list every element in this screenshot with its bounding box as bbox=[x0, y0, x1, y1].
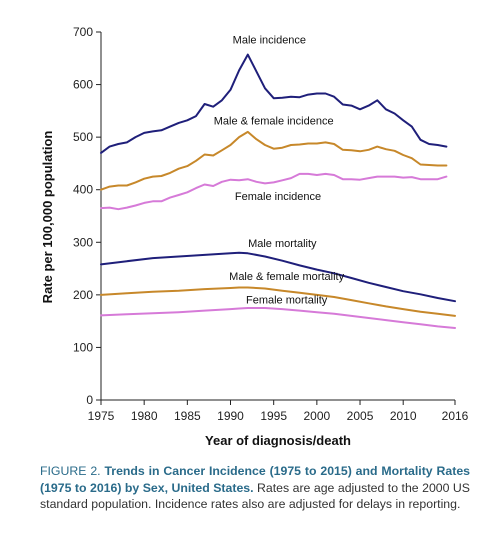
y-tick-label: 100 bbox=[73, 340, 93, 354]
series-label-male-mortality: Male mortality bbox=[248, 238, 317, 250]
x-tick-label: 1980 bbox=[131, 409, 158, 423]
series-label-male-incidence: Male incidence bbox=[233, 35, 306, 47]
y-tick-label: 0 bbox=[86, 393, 93, 407]
y-tick-label: 200 bbox=[73, 288, 93, 302]
series-line-male-female-mortality bbox=[100, 286, 456, 317]
y-axis-title: Rate per 100,000 population bbox=[40, 131, 55, 304]
series-label-female-mortality: Female mortality bbox=[246, 294, 328, 306]
series-label-male-female-incidence: Male & female incidence bbox=[214, 116, 334, 128]
caption-figure-number: FIGURE 2. bbox=[40, 464, 101, 478]
y-tick-label: 300 bbox=[73, 235, 93, 249]
caption-lead: FIGURE 2. Trends in Cancer Incidence (19… bbox=[40, 464, 470, 495]
x-tick-label: 1995 bbox=[260, 409, 287, 423]
series-line-female-mortality bbox=[100, 307, 456, 329]
x-tick-label: 2016 bbox=[442, 409, 469, 423]
y-tick-label: 400 bbox=[73, 183, 93, 197]
x-tick-label: 1990 bbox=[217, 409, 244, 423]
y-tick-label: 600 bbox=[73, 78, 93, 92]
series-line-male-incidence bbox=[100, 53, 448, 154]
caption-body: Rates are age adjusted to the 2000 US st… bbox=[40, 480, 471, 512]
y-tick-label: 700 bbox=[73, 25, 93, 39]
figure-caption: FIGURE 2. Trends in Cancer Incidence (19… bbox=[40, 463, 470, 513]
series-label-female-incidence: Female incidence bbox=[235, 191, 321, 203]
x-tick-label: 2000 bbox=[304, 409, 331, 423]
series-line-female-incidence bbox=[100, 172, 448, 211]
y-tick-label: 500 bbox=[73, 130, 93, 144]
x-tick-label: 2010 bbox=[390, 409, 417, 423]
x-tick-label: 2005 bbox=[347, 409, 374, 423]
x-axis-title: Year of diagnosis/death bbox=[205, 433, 351, 448]
series-line-male-female-incidence bbox=[100, 130, 448, 191]
axes: 0 100 200 300 400 500 600 700 1975 1980 1985 1990 19… bbox=[73, 25, 469, 423]
line-chart: 0 100 200 300 400 500 600 700 1975 1980 1985 1990 19… bbox=[40, 25, 469, 448]
series-lines bbox=[100, 53, 456, 329]
series-label-male-female-mortality: Male & female mortality bbox=[229, 271, 344, 283]
x-tick-label: 1975 bbox=[88, 409, 115, 423]
caption-title: Trends in Cancer Incidence (1975 to 2015… bbox=[40, 464, 470, 495]
x-tick-label: 1985 bbox=[174, 409, 201, 423]
series-labels: Male incidence Male & female incidence Fem… bbox=[214, 35, 345, 307]
series-line-male-mortality bbox=[100, 251, 456, 303]
